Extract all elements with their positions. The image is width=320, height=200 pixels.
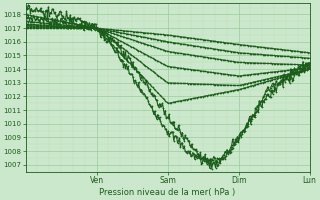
X-axis label: Pression niveau de la mer( hPa ): Pression niveau de la mer( hPa ) [100,188,236,197]
